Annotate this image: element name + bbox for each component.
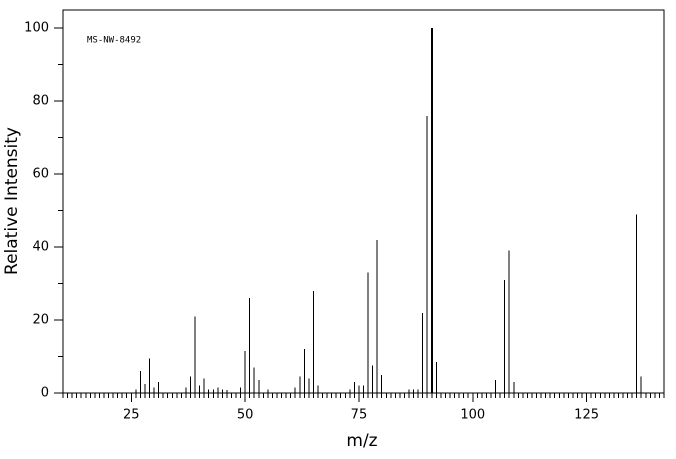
x-tick-label: 75 xyxy=(351,408,368,423)
y-tick-label: 100 xyxy=(24,21,49,36)
y-tick-label: 20 xyxy=(32,313,49,328)
x-tick-label: 125 xyxy=(574,408,599,423)
annotation: MS-NW-8492 xyxy=(87,36,141,46)
y-tick-label: 60 xyxy=(32,167,49,182)
x-axis-label: m/z xyxy=(346,431,377,451)
y-axis-label: Relative Intensity xyxy=(2,127,22,275)
x-tick-label: 100 xyxy=(460,408,485,423)
y-tick-label: 80 xyxy=(32,94,49,109)
plot-frame xyxy=(62,9,665,394)
x-tick-label: 50 xyxy=(237,408,254,423)
x-tick-label: 25 xyxy=(123,408,140,423)
y-tick-label: 40 xyxy=(32,240,49,255)
y-tick-label: 0 xyxy=(41,386,49,401)
